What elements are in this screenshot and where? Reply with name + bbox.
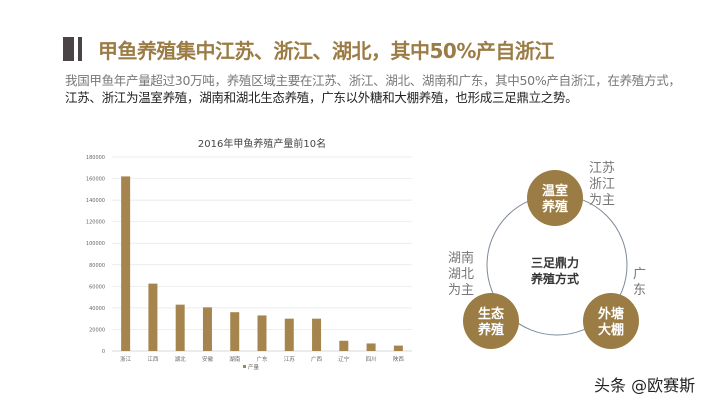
node-note: 广 bbox=[633, 267, 646, 282]
x-tick-label: 辽宁 bbox=[338, 355, 350, 363]
title-accent-bar bbox=[63, 37, 74, 61]
y-tick-label: 60000 bbox=[89, 284, 105, 290]
bar-广西 bbox=[312, 318, 322, 351]
y-tick-label: 120000 bbox=[86, 220, 105, 226]
center-label-line2: 养殖方式 bbox=[530, 271, 579, 286]
bar-江西 bbox=[148, 283, 158, 351]
x-tick-label: 江苏 bbox=[284, 355, 296, 363]
x-tick-label: 陕西 bbox=[393, 355, 405, 363]
y-tick-label: 0 bbox=[102, 349, 105, 355]
bar-辽宁 bbox=[339, 340, 349, 351]
chart-title: 2016年甲鱼养殖产量前10名 bbox=[198, 137, 326, 150]
bar-安徽 bbox=[202, 307, 212, 351]
watermark: 头条 @欧赛斯 bbox=[594, 376, 696, 395]
y-tick-label: 20000 bbox=[89, 327, 105, 333]
y-tick-label: 100000 bbox=[86, 241, 105, 247]
bar-广东 bbox=[257, 315, 267, 351]
x-tick-label: 安徽 bbox=[202, 355, 214, 363]
node-circle bbox=[463, 293, 519, 349]
x-tick-label: 江西 bbox=[147, 356, 159, 363]
y-tick-label: 160000 bbox=[86, 177, 105, 183]
paragraph-part-2: 江苏、浙江为温室养殖，湖南和湖北生态养殖，广东以外糖和大棚养殖，也形成三足鼎立之… bbox=[65, 90, 578, 105]
y-tick-label: 140000 bbox=[86, 198, 105, 204]
node-label: 养殖 bbox=[541, 199, 568, 215]
node-note: 东 bbox=[633, 283, 646, 298]
x-tick-label: 广东 bbox=[256, 355, 268, 363]
node-circle bbox=[583, 293, 639, 349]
node-note: 江苏 bbox=[589, 160, 615, 176]
center-label-line1: 三足鼎力 bbox=[531, 255, 579, 270]
node-label: 大棚 bbox=[598, 322, 624, 338]
bar-浙江 bbox=[121, 176, 131, 351]
bar-湖南 bbox=[230, 312, 240, 351]
y-tick-label: 40000 bbox=[89, 306, 105, 312]
bar-陕西 bbox=[393, 345, 403, 351]
node-circle bbox=[527, 170, 583, 226]
node-label: 外塘 bbox=[597, 306, 624, 322]
node-label: 温室 bbox=[542, 183, 568, 199]
bar-四川 bbox=[366, 343, 376, 351]
node-note: 浙江 bbox=[589, 177, 615, 192]
y-tick-label: 180000 bbox=[86, 155, 105, 161]
node-note: 为主 bbox=[589, 193, 615, 208]
y-tick-label: 80000 bbox=[89, 263, 105, 269]
node-note: 湖北 bbox=[448, 267, 474, 282]
bar-江苏 bbox=[284, 318, 294, 351]
description-paragraph: 我国甲鱼年产量超过30万吨，养殖区域主要在江苏、浙江、湖北、湖南和广东，其中50… bbox=[65, 72, 685, 106]
node-note: 为主 bbox=[448, 283, 474, 298]
legend-label: 产量 bbox=[248, 363, 260, 371]
node-note: 湖南 bbox=[448, 250, 474, 266]
x-tick-label: 浙江 bbox=[120, 355, 132, 363]
x-tick-label: 湖南 bbox=[229, 355, 241, 363]
bar-湖北 bbox=[175, 304, 185, 351]
paragraph-part-1: 我国甲鱼年产量超过30万吨，养殖区域主要在江苏、浙江、湖北、湖南和广东，其中50… bbox=[65, 73, 681, 88]
node-label: 生态 bbox=[478, 306, 504, 322]
node-label: 养殖 bbox=[477, 322, 504, 338]
legend-swatch bbox=[243, 365, 246, 368]
page-title: 甲鱼养殖集中江苏、浙江、湖北，其中50%产自浙江 bbox=[98, 39, 554, 63]
x-tick-label: 四川 bbox=[366, 356, 377, 363]
x-tick-label: 广西 bbox=[311, 355, 323, 363]
x-tick-label: 湖北 bbox=[175, 355, 187, 363]
title-accent-bar-thin bbox=[78, 37, 82, 61]
